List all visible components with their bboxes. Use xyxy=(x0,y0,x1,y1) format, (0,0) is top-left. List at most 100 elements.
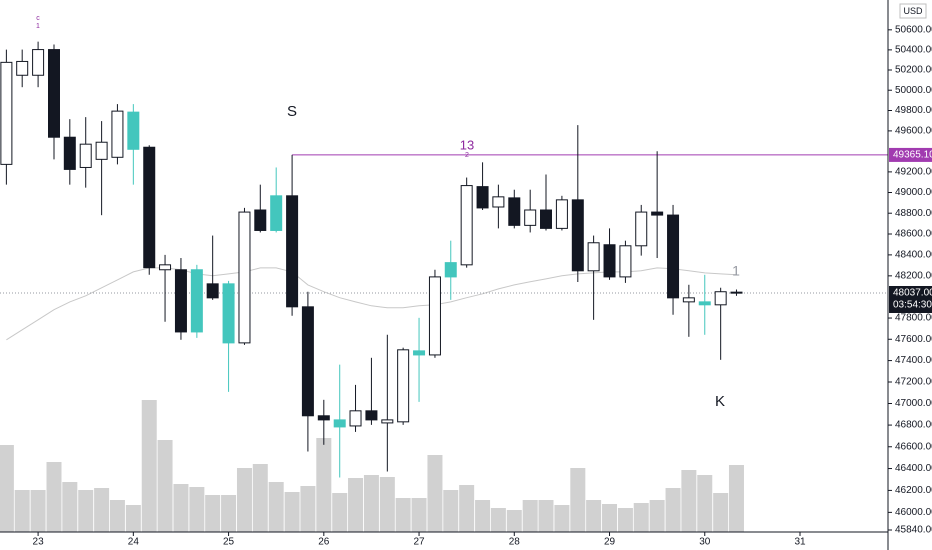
volume-bar xyxy=(586,500,602,532)
volume-bar xyxy=(189,487,205,532)
y-tick-label: 50200.00 xyxy=(895,65,932,76)
volume-bar xyxy=(681,470,697,532)
current-price-label: 48037.00 xyxy=(893,288,932,299)
candle-body xyxy=(32,49,45,76)
volume-bar xyxy=(46,462,62,532)
candle-body xyxy=(651,211,664,216)
y-tick-label: 48600.00 xyxy=(895,229,932,240)
y-tick-label: 49000.00 xyxy=(895,187,932,198)
y-tick-label: 47800.00 xyxy=(895,313,932,324)
volume-bar xyxy=(94,488,110,532)
candle-body xyxy=(127,111,140,150)
candle-body xyxy=(317,415,330,421)
candle-body xyxy=(301,306,314,417)
candle-body xyxy=(111,110,124,158)
candle-body xyxy=(730,291,743,294)
y-tick-label: 50400.00 xyxy=(895,45,932,56)
volume-bar xyxy=(157,440,173,532)
x-tick-label: 28 xyxy=(509,537,521,548)
y-tick-label: 46200.00 xyxy=(895,485,932,496)
candle-body xyxy=(159,264,172,271)
volume-bar xyxy=(363,475,379,532)
candle-body xyxy=(714,291,727,306)
candle-body xyxy=(270,195,283,231)
volume-bar xyxy=(602,504,618,532)
volume-bar xyxy=(316,438,332,532)
candle-body xyxy=(222,283,235,344)
volume-bar xyxy=(30,490,46,532)
y-tick-label: 49800.00 xyxy=(895,105,932,116)
y-tick-label: 45840.00 xyxy=(895,525,932,536)
candle-body xyxy=(698,301,711,306)
currency: USD xyxy=(903,6,923,16)
x-tick-label: 26 xyxy=(318,537,330,548)
volume-bar xyxy=(252,464,268,532)
volume-bar xyxy=(570,468,586,532)
volume-bar xyxy=(713,493,729,532)
candle-body xyxy=(667,214,680,299)
volume-bar xyxy=(236,468,252,532)
volume-bar xyxy=(173,484,189,532)
candle-body xyxy=(48,49,60,138)
volume-bar xyxy=(665,488,681,532)
volume-bar xyxy=(649,500,665,532)
annotation: 2 xyxy=(465,152,469,159)
candle-body xyxy=(333,419,346,428)
candle-body xyxy=(286,195,299,308)
volume-bar xyxy=(141,400,157,532)
candle-body xyxy=(492,196,505,208)
volume-bar xyxy=(379,477,395,532)
candle-body xyxy=(95,141,108,160)
candle-body xyxy=(0,61,13,165)
annotation: 1 xyxy=(732,263,740,279)
y-tick-label: 49200.00 xyxy=(895,167,932,178)
level-label-box xyxy=(889,147,932,162)
candle-body xyxy=(428,276,441,356)
volume-bar xyxy=(490,508,506,532)
volume-bar xyxy=(78,490,94,532)
x-tick-label: 30 xyxy=(699,537,711,548)
volume-bar xyxy=(62,482,78,532)
volume-bar xyxy=(125,505,141,532)
volume-bar xyxy=(300,486,316,532)
volume-bar xyxy=(284,492,300,532)
volume-bar xyxy=(506,510,522,532)
y-tick-label: 49600.00 xyxy=(895,126,932,137)
level-label: 49365.10 xyxy=(893,150,932,161)
volume-bar xyxy=(617,508,633,532)
volume-bar xyxy=(633,503,649,532)
candle-body xyxy=(603,244,616,278)
candle-body xyxy=(413,350,426,356)
current-label-box xyxy=(889,285,932,313)
countdown: 03:54:30 xyxy=(893,300,932,311)
annotation: c xyxy=(36,15,40,22)
x-tick-label: 25 xyxy=(223,537,235,548)
y-tick-label: 46600.00 xyxy=(895,441,932,452)
x-tick-label: 27 xyxy=(413,537,425,548)
y-tick-label: 47400.00 xyxy=(895,355,932,366)
volume-bar xyxy=(554,505,570,532)
y-tick-label: 50000.00 xyxy=(895,85,932,96)
currency-box xyxy=(899,3,927,19)
candle-body xyxy=(460,185,473,266)
candle-body xyxy=(16,60,29,76)
annotation: S xyxy=(287,103,297,120)
volume-bar xyxy=(728,465,744,532)
annotation: K xyxy=(715,393,725,410)
volume-bar xyxy=(697,475,713,532)
x-tick-label: 24 xyxy=(128,537,140,548)
plot-area xyxy=(0,41,888,532)
candle-body xyxy=(206,283,219,299)
candle-body xyxy=(254,209,267,231)
candle-body xyxy=(619,245,632,278)
volume-bar xyxy=(109,500,125,532)
y-tick-label: 47200.00 xyxy=(895,377,932,388)
volume-bar xyxy=(459,485,475,532)
candle-body xyxy=(397,349,410,423)
volume-bar xyxy=(332,493,348,532)
y-tick-label: 46800.00 xyxy=(895,420,932,431)
volume-bar xyxy=(221,495,237,532)
candle-body xyxy=(508,197,521,226)
annotation: 1 xyxy=(36,23,40,30)
